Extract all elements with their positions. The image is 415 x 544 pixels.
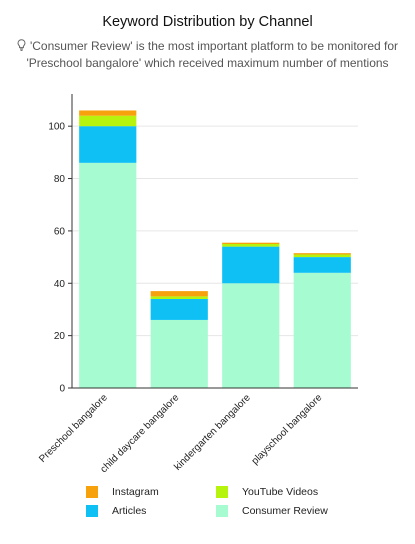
legend-swatch (86, 486, 98, 498)
legend-label: Consumer Review (242, 505, 328, 517)
y-tick-label: 60 (54, 226, 66, 237)
y-tick-label: 40 (54, 279, 66, 290)
bar-segment (150, 296, 208, 299)
legend-label: Instagram (112, 486, 159, 498)
legend-item: YouTube Videos (216, 486, 318, 498)
bar-segment (222, 242, 280, 244)
chart-subtitle: 'Consumer Review' is the most important … (0, 38, 415, 72)
y-tick-label: 80 (54, 174, 66, 185)
legend-swatch (216, 486, 228, 498)
legend-label: YouTube Videos (242, 486, 319, 498)
bar-segment (79, 110, 137, 116)
y-tick-label: 20 (54, 331, 66, 342)
lightbulb-icon (17, 39, 26, 51)
legend-swatch (86, 505, 98, 517)
legend-item: Articles (86, 505, 146, 517)
bar-segment (222, 246, 280, 284)
bar-segment (79, 115, 137, 127)
bar-segment (293, 257, 351, 273)
x-tick-label: kindergarten bangalore (172, 392, 253, 473)
legend-swatch (216, 505, 228, 517)
y-tick-label: 100 (48, 122, 65, 133)
chart-title: Keyword Distribution by Channel (102, 14, 313, 30)
bar-segment (222, 283, 280, 388)
bar-segment (293, 254, 351, 258)
legend-item: Instagram (86, 486, 159, 498)
bar-segment (79, 126, 137, 163)
subtitle-line-1: 'Consumer Review' is the most important … (29, 39, 399, 53)
x-tick-label: child daycare bangalore (99, 392, 182, 475)
bar-segment (222, 244, 280, 247)
bar-segment (293, 253, 351, 255)
x-tick-label: Preschool bangalore (37, 392, 110, 465)
legend-label: Articles (112, 505, 147, 517)
legend-item: Consumer Review (216, 505, 328, 517)
bar-segment (150, 298, 208, 320)
x-tick-label: playschool bangalore (250, 392, 325, 467)
y-tick-label: 0 (59, 384, 65, 395)
bar-segment (293, 272, 351, 388)
bar-segment (150, 319, 208, 388)
bar-segment (150, 291, 208, 297)
chart-legend: Instagram YouTube Videos Articles Consumer … (0, 480, 415, 530)
bar-segment (79, 162, 137, 388)
subtitle-line-2: 'Preschool bangalore' which received max… (26, 56, 389, 70)
